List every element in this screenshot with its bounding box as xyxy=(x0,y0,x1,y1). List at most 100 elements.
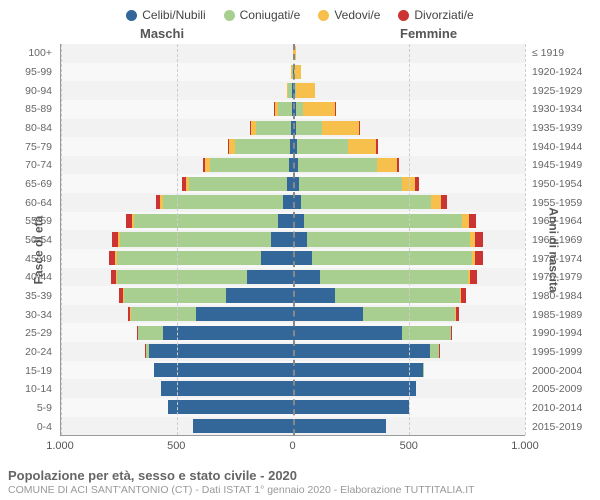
legend-swatch xyxy=(126,10,137,21)
legend-item-divorziati: Divorziati/e xyxy=(398,8,473,22)
chart-footer: Popolazione per età, sesso e stato civil… xyxy=(8,468,592,496)
center-line xyxy=(293,44,295,435)
bar-seg-m-ved xyxy=(132,214,134,228)
bar-seg-f-con xyxy=(296,121,322,135)
bar-seg-f-con xyxy=(307,232,469,246)
bar-seg-m-div xyxy=(203,158,205,172)
bar-seg-f-con xyxy=(320,270,468,284)
bar-seg-f-con xyxy=(298,158,377,172)
bar-seg-f-div xyxy=(359,121,360,135)
footer-title: Popolazione per età, sesso e stato civil… xyxy=(8,468,592,483)
birth-label: 1935-1939 xyxy=(528,119,600,138)
birth-label: 2005-2009 xyxy=(528,380,600,399)
age-label: 30-34 xyxy=(0,305,56,324)
gridline xyxy=(525,44,526,435)
bar-seg-f-cel xyxy=(293,381,416,395)
bar-seg-m-cel xyxy=(168,400,293,414)
bar-seg-m-cel xyxy=(283,195,293,209)
bar-seg-m-div xyxy=(126,214,132,228)
x-tick-label: 0 xyxy=(289,440,295,452)
bar-seg-m-con xyxy=(134,214,278,228)
birth-year-labels: ≤ 19191920-19241925-19291930-19341935-19… xyxy=(528,44,600,436)
bar-seg-f-div xyxy=(475,232,483,246)
bar-seg-m-ved xyxy=(274,102,278,116)
bar-seg-f-cel xyxy=(293,419,386,433)
age-label: 90-94 xyxy=(0,81,56,100)
bar-seg-f-cel xyxy=(293,288,335,302)
age-label: 75-79 xyxy=(0,137,56,156)
bar-seg-f-div xyxy=(415,177,419,191)
age-label: 5-9 xyxy=(0,399,56,418)
bar-seg-m-con xyxy=(163,195,284,209)
birth-label: 1920-1924 xyxy=(528,63,600,82)
legend-label: Divorziati/e xyxy=(414,8,473,22)
x-tick-label: 500 xyxy=(400,440,418,452)
legend-label: Celibi/Nubili xyxy=(142,8,205,22)
bar-seg-m-ved xyxy=(115,251,116,265)
bar-seg-f-con xyxy=(299,177,401,191)
bar-seg-m-div xyxy=(119,288,123,302)
bar-seg-f-div xyxy=(469,214,476,228)
bar-seg-m-cel xyxy=(226,288,293,302)
bar-seg-m-con xyxy=(120,232,271,246)
bar-seg-f-cel xyxy=(293,270,320,284)
header-female: Femmine xyxy=(400,26,457,41)
birth-label: 1950-1954 xyxy=(528,175,600,194)
bar-seg-m-con xyxy=(146,344,149,358)
x-tick-label: 500 xyxy=(167,440,185,452)
bar-seg-m-con xyxy=(235,139,291,153)
bar-seg-m-cel xyxy=(278,214,293,228)
bar-seg-m-cel xyxy=(149,344,293,358)
bar-seg-m-ved xyxy=(287,83,288,97)
bar-seg-m-div xyxy=(128,307,130,321)
gridline xyxy=(409,44,410,435)
bar-seg-f-con xyxy=(301,195,431,209)
gridline xyxy=(177,44,178,435)
bar-seg-m-cel xyxy=(271,232,293,246)
bar-seg-m-con xyxy=(210,158,289,172)
bar-seg-f-cel xyxy=(293,232,307,246)
bar-seg-f-con xyxy=(296,102,303,116)
birth-label: 1930-1934 xyxy=(528,100,600,119)
bar-seg-f-ved xyxy=(322,121,359,135)
age-label: 60-64 xyxy=(0,193,56,212)
bar-seg-f-ved xyxy=(294,65,301,79)
birth-label: 1965-1969 xyxy=(528,231,600,250)
bar-seg-m-div xyxy=(109,251,115,265)
birth-label: 1980-1984 xyxy=(528,287,600,306)
age-label: 40-44 xyxy=(0,268,56,287)
birth-label: 2010-2014 xyxy=(528,399,600,418)
x-tick-label: 1.000 xyxy=(511,440,539,452)
birth-label: ≤ 1919 xyxy=(528,44,600,63)
header-male: Maschi xyxy=(140,26,184,41)
bar-seg-m-cel xyxy=(161,381,293,395)
age-label: 45-49 xyxy=(0,249,56,268)
bar-seg-m-cel xyxy=(154,363,293,377)
bar-seg-m-cel xyxy=(193,419,293,433)
bar-seg-f-con xyxy=(312,251,472,265)
bar-seg-f-div xyxy=(470,270,476,284)
legend: Celibi/NubiliConiugati/eVedovi/eDivorzia… xyxy=(0,0,600,26)
age-label: 35-39 xyxy=(0,287,56,306)
bar-seg-m-ved xyxy=(205,158,210,172)
bar-seg-m-div xyxy=(111,270,116,284)
bar-seg-f-cel xyxy=(293,251,312,265)
bar-seg-m-con xyxy=(138,326,164,340)
bar-seg-f-div xyxy=(451,326,452,340)
birth-label: 1955-1959 xyxy=(528,193,600,212)
bar-seg-m-div xyxy=(182,177,185,191)
bar-seg-m-div xyxy=(112,232,118,246)
birth-label: 2000-2004 xyxy=(528,361,600,380)
age-label: 25-29 xyxy=(0,324,56,343)
age-label: 20-24 xyxy=(0,343,56,362)
bar-seg-f-div xyxy=(441,195,446,209)
bar-seg-m-ved xyxy=(118,232,120,246)
legend-swatch xyxy=(318,10,329,21)
bar-seg-m-con xyxy=(256,121,291,135)
bar-seg-m-con xyxy=(124,288,226,302)
legend-label: Vedovi/e xyxy=(334,8,380,22)
legend-item-vedovi: Vedovi/e xyxy=(318,8,380,22)
bar-seg-m-div xyxy=(137,326,138,340)
bar-seg-f-div xyxy=(456,307,459,321)
birth-label: 1975-1979 xyxy=(528,268,600,287)
